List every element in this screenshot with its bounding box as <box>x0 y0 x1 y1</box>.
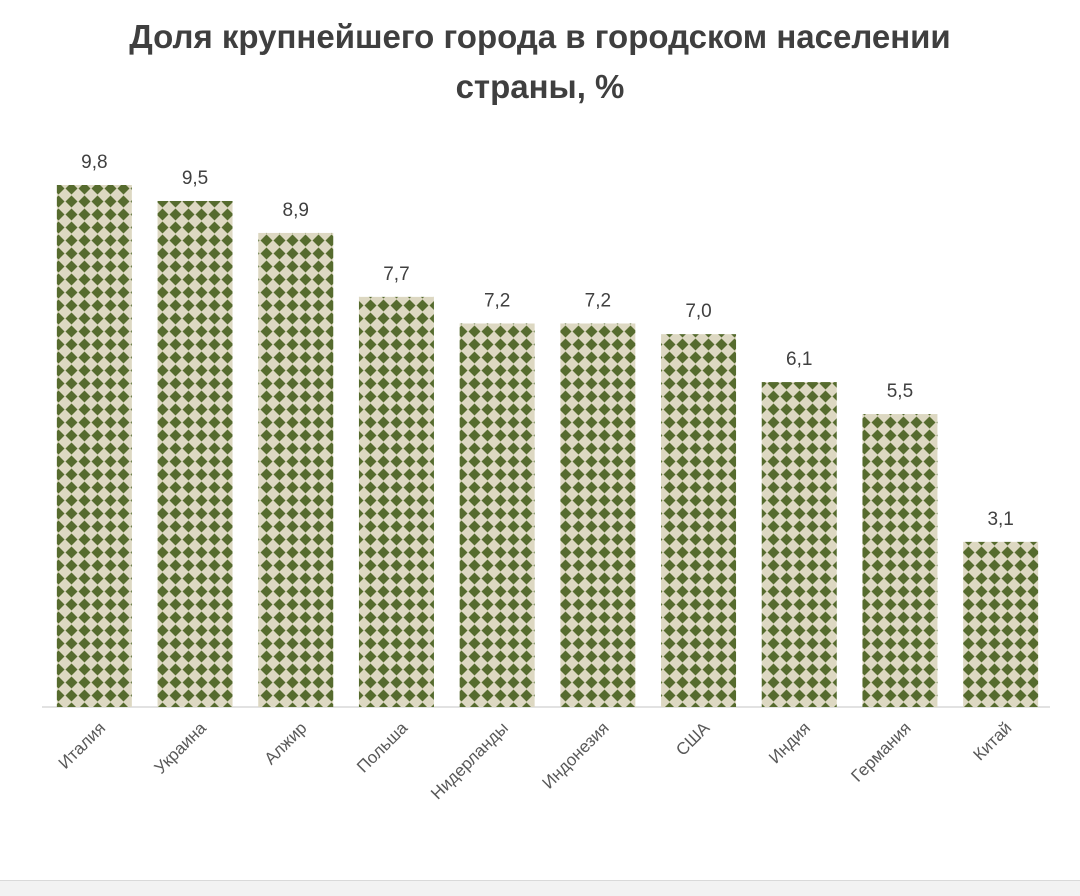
bar <box>258 232 334 707</box>
category-label: Индия <box>765 718 814 767</box>
bar <box>761 382 837 707</box>
bar-value-label: 9,8 <box>81 152 107 173</box>
bars-group <box>56 185 1039 707</box>
category-label: Италия <box>55 718 109 772</box>
chart-title: Доля крупнейшего города в городском насе… <box>40 12 1040 112</box>
chart-title-line-1: Доля крупнейшего города в городском насе… <box>129 18 951 55</box>
bar <box>157 200 233 707</box>
bar-value-label: 7,7 <box>383 264 409 285</box>
bar-value-label: 9,5 <box>182 168 208 189</box>
value-labels-group: 9,8 9,5 8,9 7,7 7,2 7,2 7,0 6,1 5,5 3,1 <box>81 152 1014 530</box>
bar-value-label: 8,9 <box>283 200 309 221</box>
bar-value-label: 7,2 <box>484 290 510 311</box>
bar <box>459 323 535 707</box>
category-label: Украина <box>151 718 211 778</box>
bar <box>56 185 132 707</box>
bar <box>358 296 434 707</box>
bar <box>862 414 938 707</box>
bar-value-label: 7,0 <box>685 301 711 322</box>
category-labels-group: Италия Украина Алжир Польша Нидерланды Индоне… <box>55 718 1016 803</box>
category-label: Индонезия <box>538 718 612 792</box>
category-label: Германия <box>847 718 914 785</box>
bar <box>661 334 737 707</box>
bar <box>963 541 1039 707</box>
category-label: Алжир <box>261 718 311 768</box>
bar-value-label: 3,1 <box>987 509 1013 530</box>
chart-title-line-2: страны, % <box>455 68 625 105</box>
category-label: Польша <box>353 718 411 776</box>
bar-value-label: 6,1 <box>786 349 812 370</box>
bar <box>560 323 636 707</box>
bottom-border <box>0 880 1080 896</box>
category-label: Нидерланды <box>427 718 512 803</box>
bar-value-label: 5,5 <box>887 381 913 402</box>
category-label: Китай <box>970 718 1016 764</box>
bar-value-label: 7,2 <box>585 290 611 311</box>
category-label: США <box>672 718 714 760</box>
